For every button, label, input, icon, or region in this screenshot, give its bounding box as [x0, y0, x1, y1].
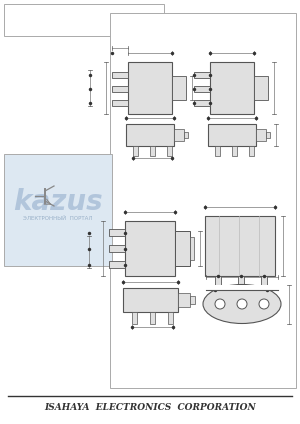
Bar: [261, 276, 267, 298]
Bar: [112, 86, 128, 92]
Bar: [123, 288, 178, 312]
Bar: [249, 146, 254, 156]
Bar: [172, 76, 186, 100]
Bar: [194, 72, 210, 78]
Bar: [210, 62, 254, 114]
Bar: [205, 216, 275, 276]
Bar: [110, 13, 296, 388]
Bar: [128, 62, 172, 114]
Ellipse shape: [203, 285, 281, 324]
Bar: [175, 231, 190, 266]
Bar: [132, 312, 137, 324]
Bar: [109, 245, 125, 252]
Bar: [194, 86, 210, 92]
Bar: [167, 146, 172, 156]
Bar: [190, 296, 195, 304]
Bar: [190, 237, 194, 260]
Bar: [112, 100, 128, 106]
Bar: [208, 124, 256, 146]
Bar: [266, 132, 270, 138]
Bar: [150, 146, 155, 156]
Bar: [256, 129, 266, 141]
Circle shape: [215, 299, 225, 309]
Bar: [215, 146, 220, 156]
Text: ISAHAYA  ELECTRONICS  CORPORATION: ISAHAYA ELECTRONICS CORPORATION: [44, 404, 256, 413]
Bar: [232, 146, 237, 156]
Bar: [206, 285, 278, 290]
Text: ЭЛЕКТРОННЫЙ  ПОРТАЛ: ЭЛЕКТРОННЫЙ ПОРТАЛ: [23, 215, 93, 220]
Bar: [174, 129, 184, 141]
Bar: [254, 76, 268, 100]
Bar: [215, 276, 221, 298]
Bar: [238, 276, 244, 298]
Bar: [168, 312, 173, 324]
Bar: [194, 100, 210, 106]
Circle shape: [237, 299, 247, 309]
Circle shape: [259, 299, 269, 309]
Bar: [4, 154, 112, 266]
Bar: [126, 124, 174, 146]
Bar: [178, 293, 190, 307]
Bar: [109, 261, 125, 268]
Bar: [4, 4, 164, 36]
Bar: [112, 72, 128, 78]
Bar: [109, 229, 125, 236]
Text: kazus: kazus: [13, 188, 103, 216]
Bar: [150, 312, 155, 324]
Bar: [125, 221, 175, 276]
Bar: [184, 132, 188, 138]
Bar: [133, 146, 138, 156]
